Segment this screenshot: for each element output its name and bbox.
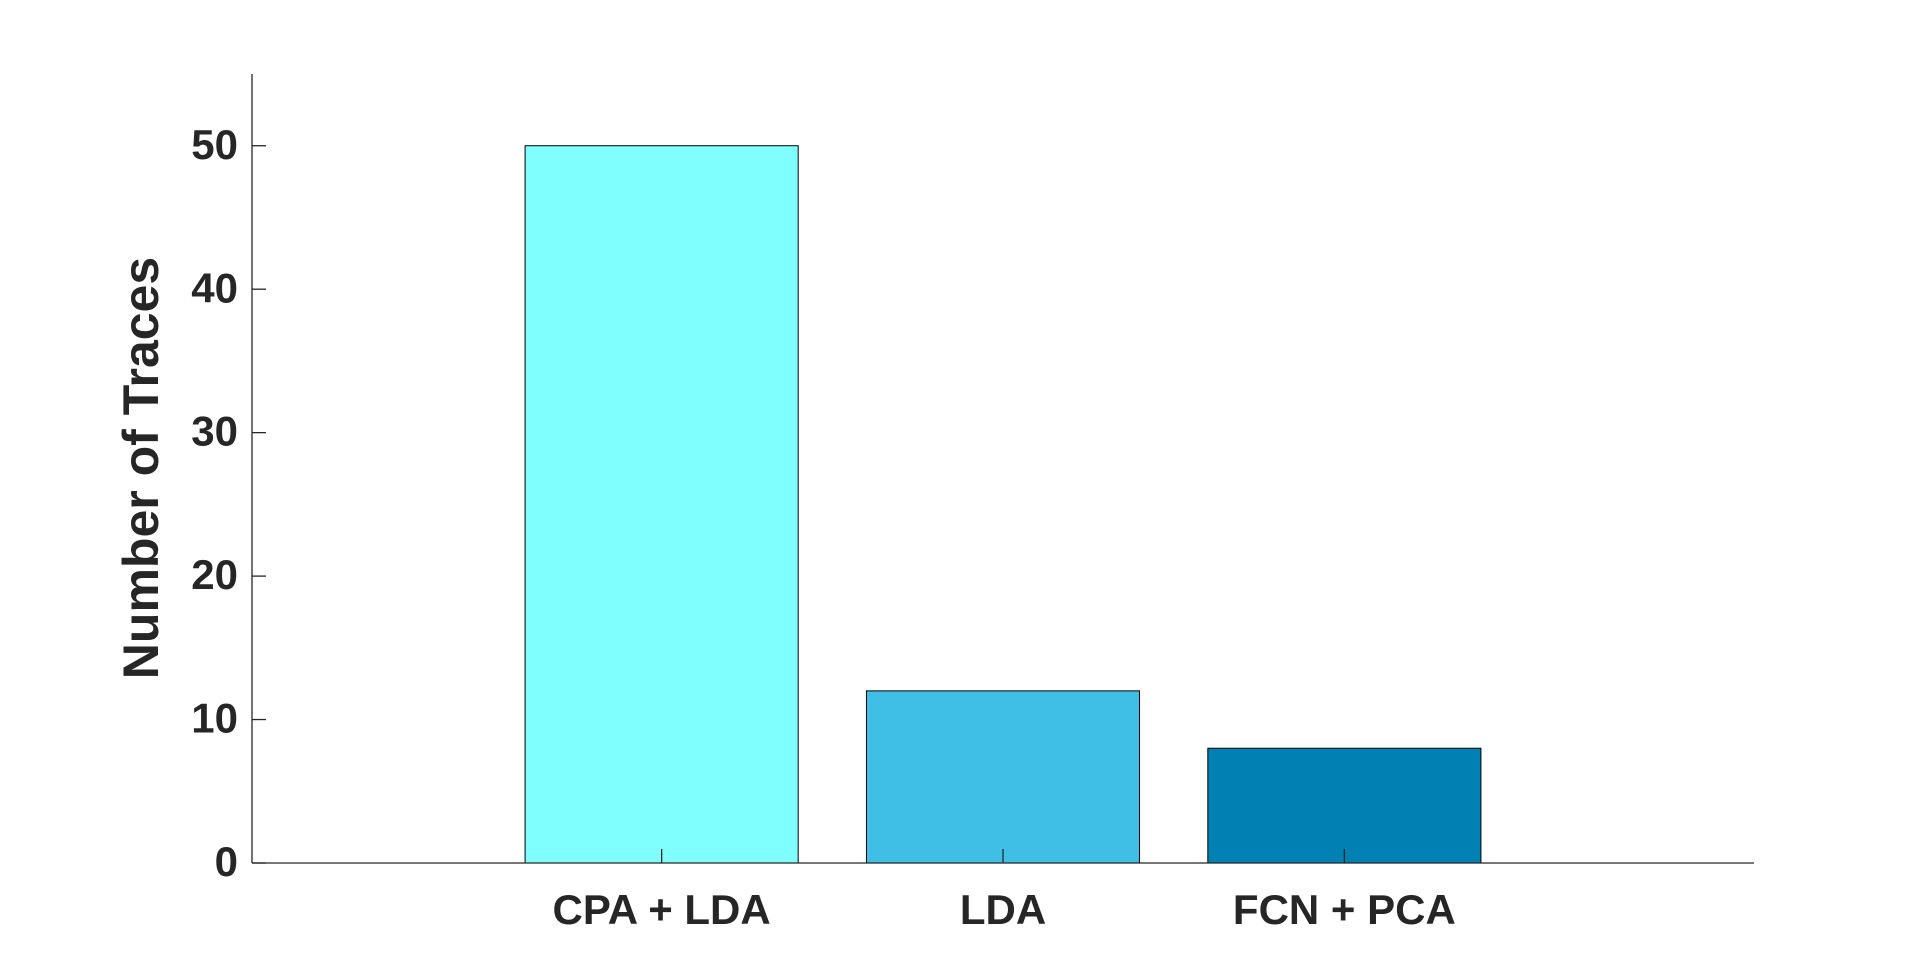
y-tick-label: 40 xyxy=(191,264,238,311)
bar xyxy=(1207,747,1482,864)
x-tick-label: FCN + PCA xyxy=(1233,886,1456,933)
y-tick-label: 0 xyxy=(215,838,238,885)
x-tick-label: CPA + LDA xyxy=(553,886,771,933)
y-tick-label: 30 xyxy=(191,408,238,455)
bar xyxy=(865,690,1141,864)
y-tick-label: 50 xyxy=(191,121,238,168)
bar xyxy=(524,145,799,864)
y-tick-label: 10 xyxy=(191,695,238,742)
y-tick-label: 20 xyxy=(191,551,238,598)
y-axis-label: Number of Traces xyxy=(113,257,169,679)
x-tick-label: LDA xyxy=(960,886,1046,933)
